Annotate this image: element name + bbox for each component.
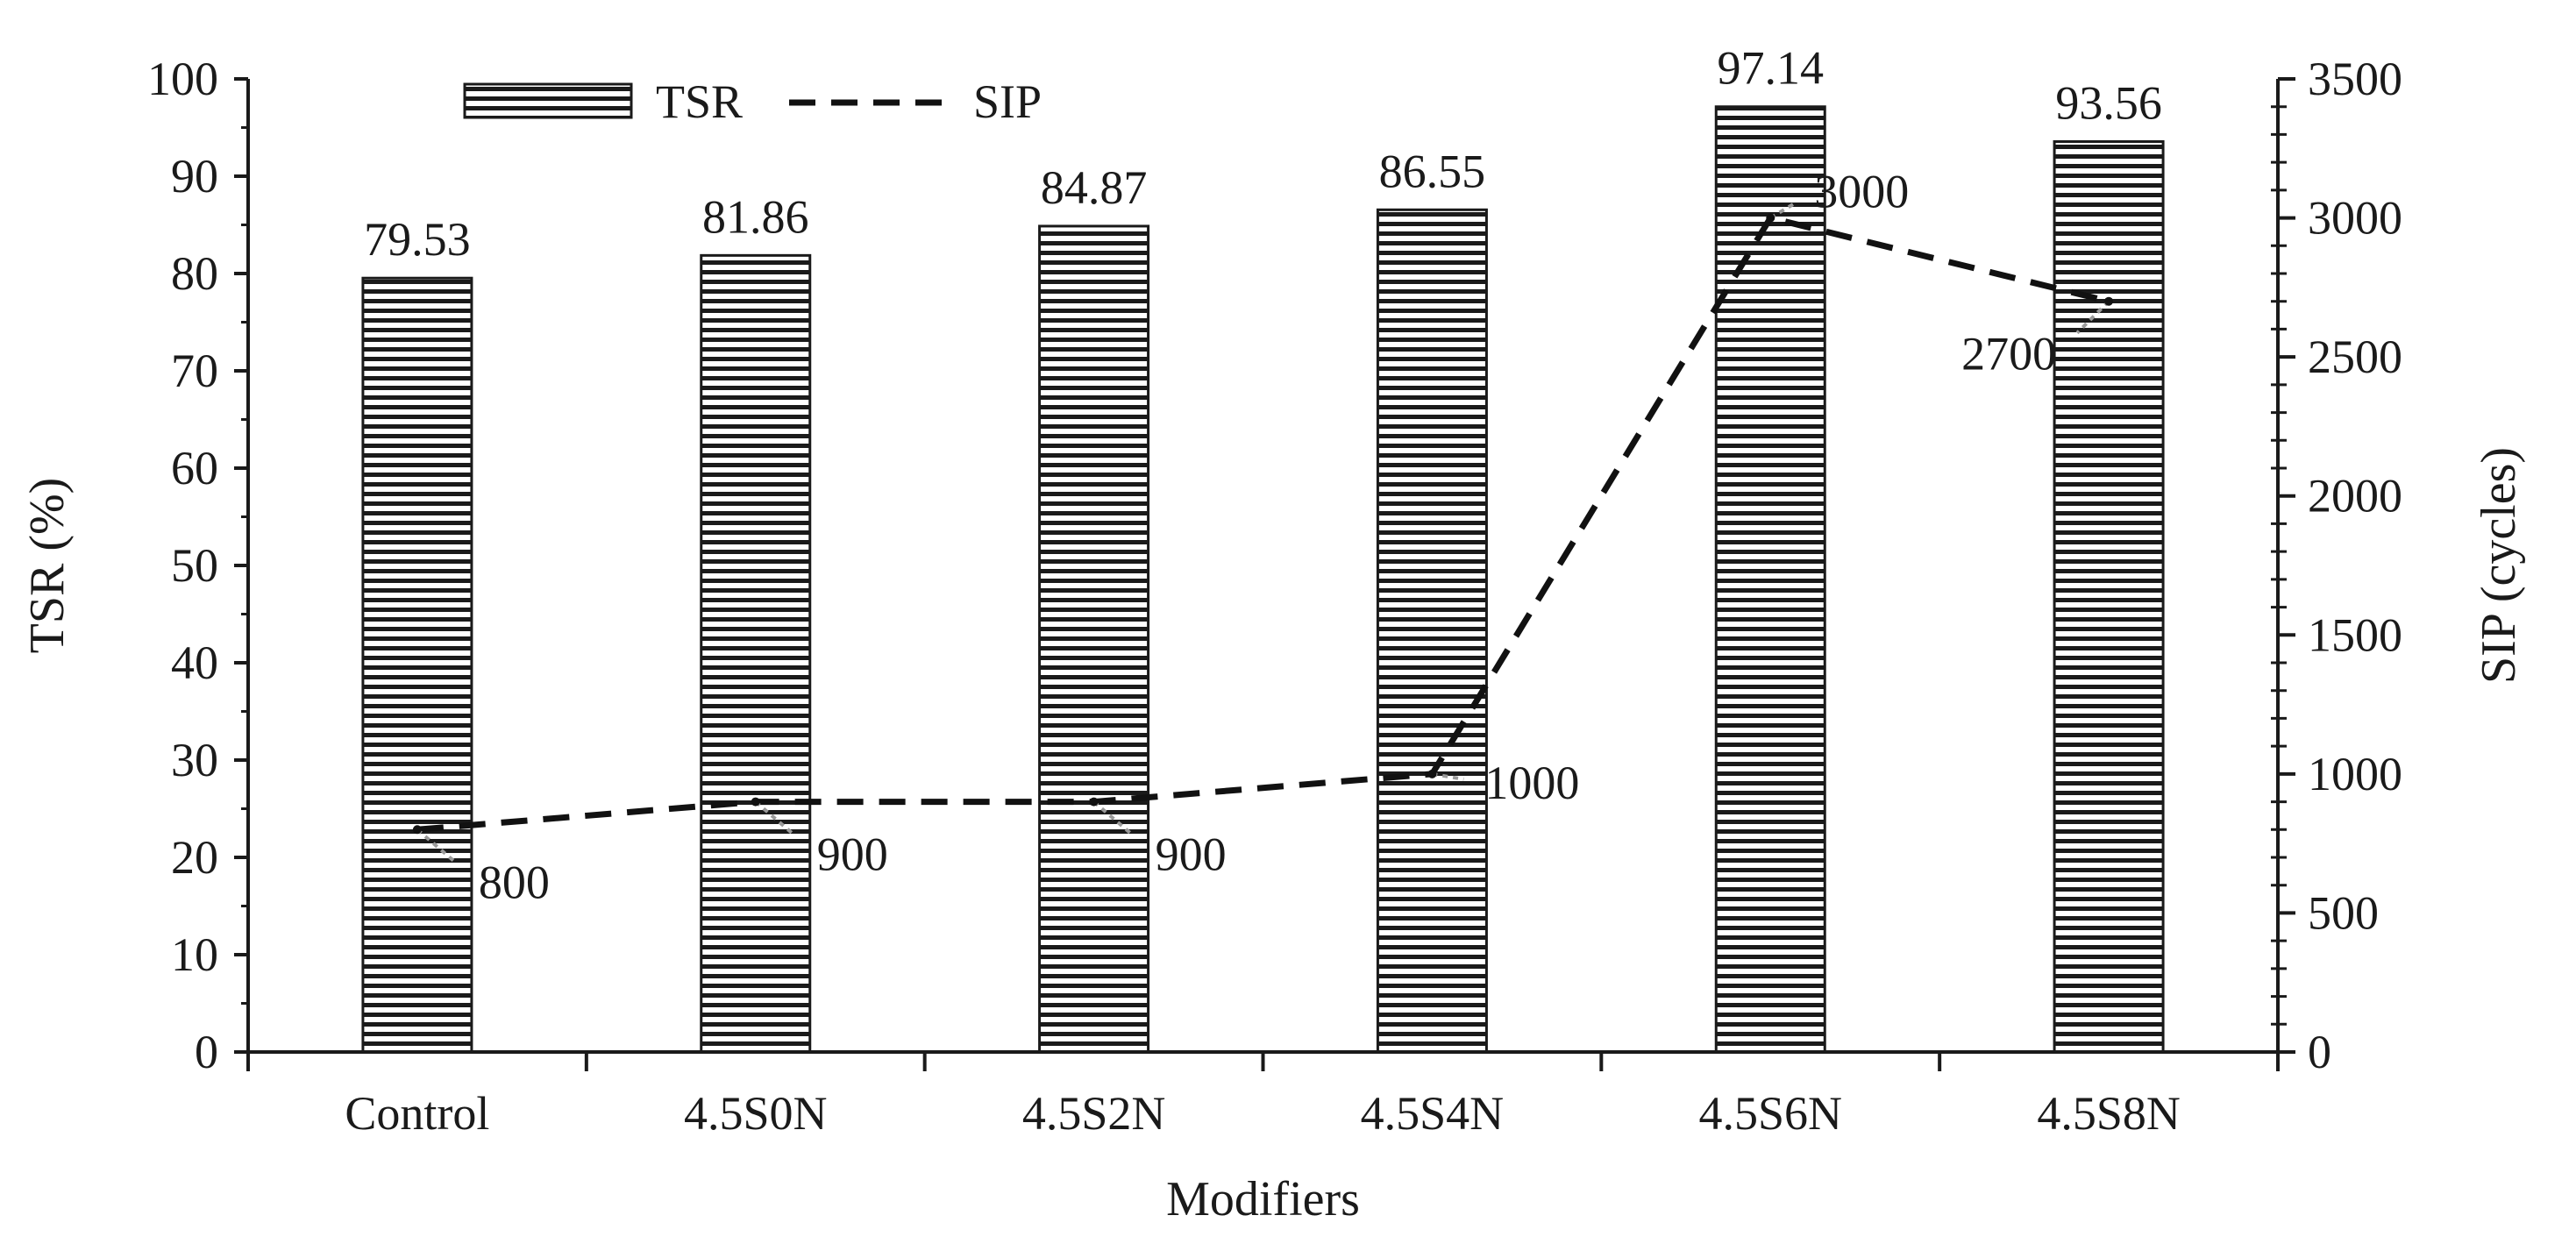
axes-layer: [234, 77, 2295, 1071]
sip-line-layer: [412, 200, 2114, 863]
right-y-axis-title: SIP (cycles): [2472, 447, 2526, 684]
x-axis-title: Modifiers: [1166, 1172, 1360, 1226]
left-y-tick-label: 100: [147, 53, 218, 105]
left-y-tick-label: 10: [171, 928, 218, 981]
sip-leader-line: [1092, 800, 1132, 835]
left-y-tick-label: 20: [171, 831, 218, 884]
sip-point: [1089, 797, 1099, 807]
tsr-bar: [700, 253, 812, 1054]
left-y-tick-label: 70: [171, 345, 218, 397]
sip-point: [1427, 769, 1437, 778]
sip-data-label: 1000: [1484, 757, 1579, 809]
left-y-tick-label: 90: [171, 150, 218, 203]
sip-point: [1766, 213, 1775, 223]
right-y-tick-label: 0: [2308, 1026, 2331, 1078]
legend-tsr-swatch: [463, 82, 633, 119]
sip-leader-line: [754, 800, 794, 835]
tsr-bar: [1714, 105, 1826, 1054]
tsr-bar: [1376, 208, 1488, 1054]
tsr-data-label: 97.14: [1718, 42, 1825, 95]
sip-data-label: 800: [479, 856, 550, 908]
left-y-tick-label: 0: [195, 1026, 218, 1078]
sip-line: [416, 214, 2110, 833]
tsr-data-label: 81.86: [702, 190, 809, 243]
legend-sip-label: SIP: [973, 75, 1042, 128]
x-category-label: 4.5S6N: [1698, 1087, 1842, 1140]
x-category-label: 4.5S0N: [684, 1087, 828, 1140]
right-y-tick-label: 1000: [2308, 748, 2402, 800]
sip-point: [412, 825, 422, 835]
tsr-bar: [2053, 139, 2165, 1054]
x-category-label: Control: [345, 1087, 489, 1140]
right-y-tick-label: 2000: [2308, 470, 2402, 522]
right-y-tick-label: 1500: [2308, 608, 2402, 661]
left-y-axis-title: TSR (%): [20, 478, 75, 654]
right-y-tick-label: 500: [2308, 886, 2379, 939]
x-category-label: 4.5S8N: [2037, 1087, 2181, 1140]
sip-leader-line: [1769, 200, 1798, 220]
left-y-tick-label: 80: [171, 247, 218, 300]
sip-data-label: 900: [1156, 828, 1227, 881]
legend: TSR SIP: [463, 75, 1042, 128]
left-y-tick-label: 30: [171, 734, 218, 786]
legend-tsr-label: TSR: [656, 75, 743, 128]
bars-layer: [361, 105, 2165, 1054]
tsr-bar: [361, 276, 473, 1054]
tsr-data-label: 93.56: [2055, 76, 2162, 129]
right-y-tick-label: 3000: [2308, 192, 2402, 245]
tsr-data-label: 79.53: [364, 213, 471, 266]
left-y-tick-label: 40: [171, 636, 218, 689]
sip-leader-line: [416, 828, 456, 863]
sip-point: [751, 797, 760, 807]
sip-data-label: 3000: [1814, 166, 1909, 218]
right-y-tick-label: 3500: [2308, 53, 2402, 105]
x-category-label: 4.5S4N: [1361, 1087, 1505, 1140]
right-y-tick-label: 2500: [2308, 331, 2402, 383]
tsr-data-label: 84.87: [1041, 161, 1148, 214]
sip-point: [2104, 296, 2114, 306]
x-category-label: 4.5S2N: [1022, 1087, 1166, 1140]
sip-data-label: 900: [817, 828, 888, 881]
tsr-data-label: 86.55: [1379, 145, 1486, 197]
left-y-tick-label: 50: [171, 539, 218, 592]
left-y-tick-label: 60: [171, 442, 218, 494]
sip-data-label: 2700: [1961, 328, 2056, 380]
sip-leader-line: [2075, 300, 2110, 335]
tsr-bar: [1038, 224, 1150, 1054]
